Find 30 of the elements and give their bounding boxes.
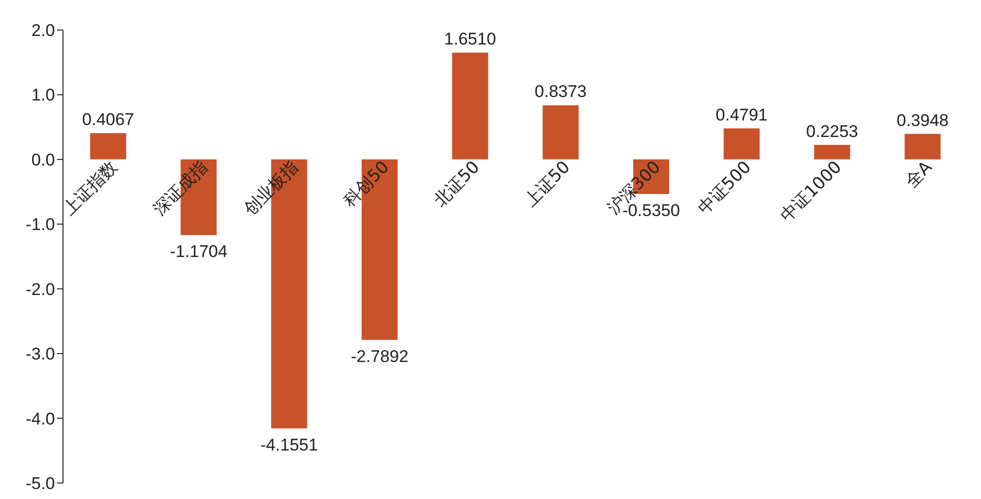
y-tick-label: -4.0 bbox=[26, 409, 55, 428]
bar bbox=[724, 128, 760, 160]
bar bbox=[90, 133, 126, 160]
data-label: 1.6510 bbox=[444, 30, 496, 49]
bar bbox=[452, 52, 488, 160]
x-tick-label: 深证成指 bbox=[150, 157, 212, 220]
x-tick-label: 北证50 bbox=[430, 157, 484, 211]
data-label: -2.7892 bbox=[350, 346, 408, 366]
x-tick-label: 全A bbox=[902, 157, 937, 192]
x-tick-label: 科创50 bbox=[340, 157, 394, 211]
data-label: 0.8373 bbox=[534, 82, 587, 102]
data-label: 0.2253 bbox=[806, 122, 858, 141]
y-tick-label: -2.0 bbox=[26, 280, 55, 299]
x-tick-label: 创业板指 bbox=[240, 157, 303, 220]
bar bbox=[904, 134, 941, 160]
bar bbox=[542, 105, 579, 160]
data-label: -1.1704 bbox=[170, 242, 228, 262]
x-tick-label: 上证50 bbox=[520, 157, 574, 211]
y-tick-label: 1.0 bbox=[31, 86, 55, 105]
data-label: 0.4067 bbox=[82, 110, 134, 130]
y-tick-label: 2.0 bbox=[31, 21, 55, 40]
data-label: -4.1551 bbox=[260, 435, 318, 454]
y-tick-label: 0.0 bbox=[31, 150, 55, 170]
data-label: 0.3948 bbox=[896, 110, 949, 130]
x-tick-label: 上证指数 bbox=[60, 157, 122, 220]
data-label: 0.4791 bbox=[716, 105, 768, 124]
y-tick-label: -1.0 bbox=[26, 215, 55, 234]
bar bbox=[814, 144, 850, 160]
y-tick-label: -5.0 bbox=[26, 474, 55, 494]
y-tick-label: -3.0 bbox=[26, 344, 55, 364]
